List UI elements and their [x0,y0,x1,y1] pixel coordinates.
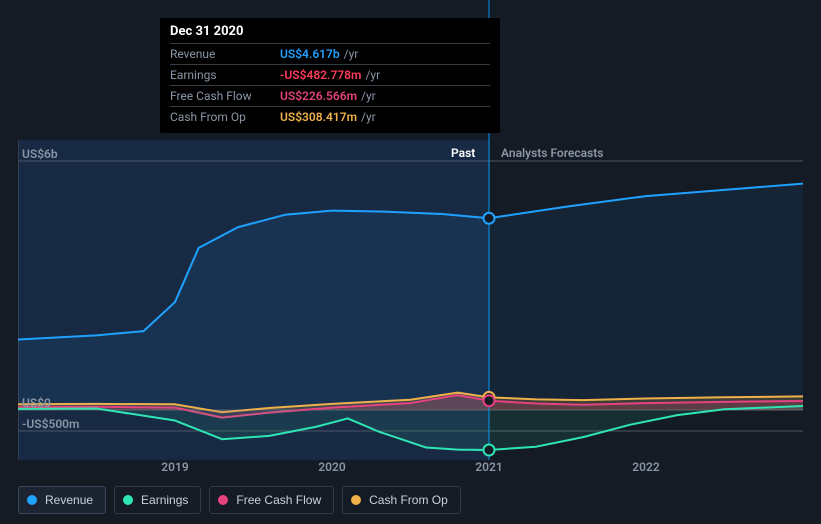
tooltip-row-label: Free Cash Flow [170,86,280,107]
legend-label: Free Cash Flow [236,493,321,507]
legend-item-free-cash-flow[interactable]: Free Cash Flow [209,486,334,514]
tooltip-row-unit: /yr [357,89,376,103]
tooltip-row-value: US$308.417m [280,110,357,124]
x-axis-label: 2020 [318,460,345,474]
legend-item-revenue[interactable]: Revenue [18,486,106,514]
tooltip-row-unit: /yr [357,110,376,124]
legend-dot-icon [27,495,37,505]
y-axis-label: US$0 [22,396,51,410]
region-label-forecast: Analysts Forecasts [501,146,603,160]
tooltip-row-value: US$226.566m [280,89,357,103]
legend-label: Earnings [141,493,188,507]
legend-dot-icon [218,495,228,505]
tooltip-row: Free Cash FlowUS$226.566m/yr [170,86,490,107]
tooltip-row-label: Earnings [170,65,280,86]
legend-dot-icon [123,495,133,505]
x-axis-label: 2021 [475,460,502,474]
tooltip-row: RevenueUS$4.617b/yr [170,44,490,65]
tooltip-row-unit: /yr [340,47,359,61]
tooltip-row: Earnings-US$482.778m/yr [170,65,490,86]
tooltip-row-value: US$4.617b [280,47,340,61]
x-axis-label: 2019 [161,460,188,474]
tooltip-row: Cash From OpUS$308.417m/yr [170,107,490,128]
x-axis-label: 2022 [632,460,659,474]
chart-tooltip: Dec 31 2020 RevenueUS$4.617b/yrEarnings-… [160,18,500,133]
legend-item-earnings[interactable]: Earnings [114,486,201,514]
y-axis-label: US$6b [22,147,58,161]
tooltip-row-value: -US$482.778m [280,68,361,82]
legend-label: Cash From Op [369,493,448,507]
chart-legend: Revenue Earnings Free Cash Flow Cash From O… [18,486,461,514]
tooltip-row-label: Revenue [170,44,280,65]
legend-dot-icon [351,495,361,505]
tooltip-date: Dec 31 2020 [170,24,490,43]
tooltip-row-label: Cash From Op [170,107,280,128]
region-label-past: Past [451,146,475,160]
legend-label: Revenue [45,493,93,507]
y-axis-label: -US$500m [22,417,79,431]
tooltip-row-unit: /yr [361,68,380,82]
legend-item-cash-from-op[interactable]: Cash From Op [342,486,461,514]
